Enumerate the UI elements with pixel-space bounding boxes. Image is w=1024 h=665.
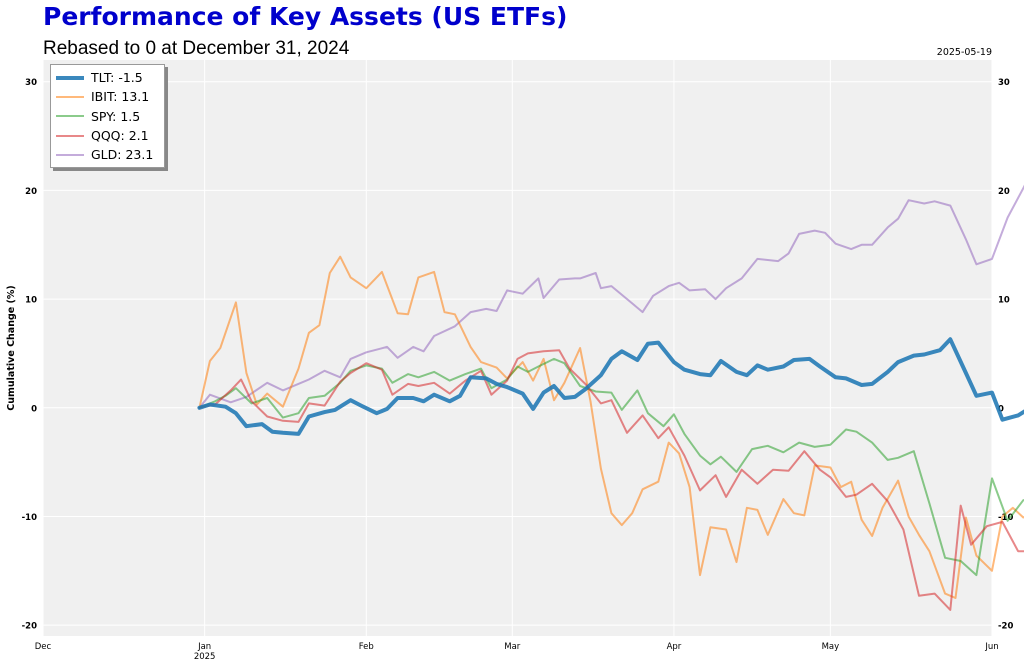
- legend-item-ibit: IBIT: 13.1: [51, 87, 164, 106]
- y-tick-label-right: 0: [998, 404, 1004, 414]
- x-tick-label: Feb: [359, 642, 374, 652]
- chart-title: Performance of Key Assets (US ETFs): [43, 2, 568, 31]
- series-line-qqq: [198, 349, 1024, 611]
- legend-item-tlt: TLT: -1.5: [51, 68, 164, 87]
- legend-swatch: [56, 75, 84, 80]
- series-line-gld: [198, 184, 1024, 409]
- y-tick-label-left: 0: [31, 404, 37, 414]
- x-tick-label: Jan: [197, 642, 211, 652]
- legend-label: IBIT: 13.1: [91, 89, 150, 105]
- legend-label: QQQ: 2.1: [91, 128, 149, 144]
- chart-subtitle: Rebased to 0 at December 31, 2024: [43, 38, 350, 59]
- plot-area: [43, 60, 992, 636]
- y-tick-label-left: 20: [25, 187, 37, 197]
- legend-item-spy: SPY: 1.5: [51, 107, 164, 126]
- x-tick-label: Mar: [504, 642, 521, 652]
- legend-swatch: [56, 134, 84, 137]
- legend-swatch: [56, 115, 84, 118]
- chart-legend: TLT: -1.5 IBIT: 13.1 SPY: 1.5 QQQ: 2.1 GLD: …: [50, 64, 165, 169]
- y-tick-label-right: 20: [998, 187, 1010, 197]
- x-tick-label: Dec: [35, 642, 52, 652]
- y-tick-label-left: -10: [22, 513, 37, 523]
- y-tick-label-right: -20: [998, 622, 1013, 632]
- y-tick-label-right: 30: [998, 78, 1010, 88]
- as-of-date: 2025-05-19: [936, 47, 992, 58]
- y-tick-label-left: -20: [22, 622, 37, 632]
- series-line-ibit: [198, 255, 1024, 599]
- y-tick-label-right: 10: [998, 296, 1010, 306]
- x-tick-label: May: [822, 642, 840, 652]
- x-tick-label: Apr: [667, 642, 682, 652]
- x-tick-sublabel: 2025: [194, 652, 216, 662]
- legend-swatch: [56, 95, 84, 98]
- legend-label: TLT: -1.5: [91, 70, 143, 86]
- y-axis-label: Cumulative Change (%): [6, 285, 17, 410]
- x-tick-label: Jun: [984, 642, 998, 652]
- legend-label: SPY: 1.5: [91, 108, 141, 124]
- legend-label: GLD: 23.1: [91, 147, 154, 163]
- legend-item-gld: GLD: 23.1: [51, 145, 164, 164]
- legend-swatch: [56, 153, 84, 156]
- legend-item-qqq: QQQ: 2.1: [51, 126, 164, 145]
- series-line-tlt: [197, 337, 1024, 436]
- y-tick-label-left: 10: [25, 296, 37, 306]
- y-tick-label-left: 30: [25, 78, 37, 88]
